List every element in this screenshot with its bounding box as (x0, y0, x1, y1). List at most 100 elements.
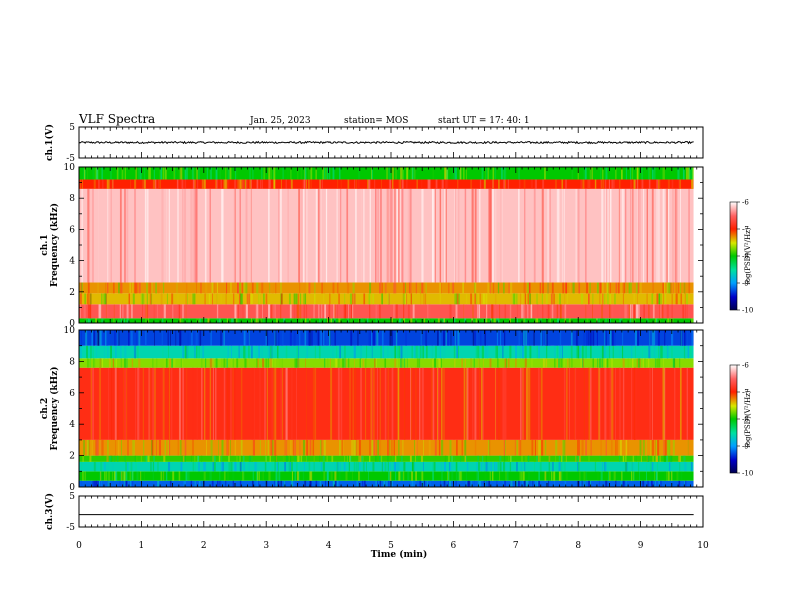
spectrogram-texture (216, 282, 218, 294)
spectrogram-texture (93, 461, 95, 472)
spectrogram-texture (228, 455, 230, 462)
spectrogram-texture (188, 471, 190, 481)
spectrogram-texture (366, 461, 367, 472)
spectrogram-texture (631, 304, 634, 319)
spectrogram-texture (394, 455, 397, 462)
spectrogram-texture (598, 480, 600, 487)
spectrogram-texture (336, 345, 338, 359)
spectrogram-texture (166, 188, 168, 283)
spectrogram-texture (100, 304, 102, 319)
spectrogram-texture (157, 304, 158, 319)
spectrogram-texture (371, 167, 372, 180)
spectrogram-texture (544, 471, 547, 481)
spectrogram-texture (509, 461, 512, 472)
spectrogram-texture (494, 293, 497, 305)
spectrogram-texture (219, 471, 221, 481)
spectrogram-texture (97, 188, 100, 283)
spectrogram-texture (89, 188, 92, 283)
spectrogram-texture (154, 367, 156, 440)
spectrogram-texture (184, 439, 187, 456)
spectrogram-texture (372, 330, 375, 346)
spectrogram-texture (294, 439, 297, 456)
spectrogram-texture (540, 330, 543, 346)
spectrogram-texture (405, 330, 407, 346)
spectrogram-texture (135, 179, 137, 189)
spectrogram-texture (524, 318, 525, 323)
spectrogram-texture (667, 179, 670, 189)
spectrogram-texture (258, 345, 261, 359)
spectrogram-texture (448, 480, 449, 487)
spectrogram-texture (249, 167, 251, 180)
spectrogram-texture (153, 304, 156, 319)
spectrogram-texture (294, 455, 296, 462)
spectrogram-texture (203, 179, 206, 189)
spectrogram-texture (250, 188, 252, 283)
spectrogram-texture (504, 330, 506, 346)
spectrogram-texture (285, 345, 288, 359)
spectrogram-texture (293, 304, 296, 319)
spectrogram-texture (232, 367, 234, 440)
spectrogram-texture (236, 358, 239, 368)
colorbar-tick-label: -7 (742, 226, 749, 234)
spectrogram-texture (544, 439, 547, 456)
spectrogram-texture (406, 167, 409, 180)
spectrogram-texture (320, 330, 323, 346)
spectrogram-texture (282, 367, 284, 440)
spectrogram-texture (306, 455, 308, 462)
spectrogram-texture (259, 367, 261, 440)
spectrogram-texture (156, 439, 157, 456)
spectrogram-texture (537, 304, 539, 319)
spectrogram-texture (192, 367, 194, 440)
spectrogram-texture (605, 480, 608, 487)
spectrogram-texture (457, 345, 459, 359)
spectrogram-texture (537, 455, 540, 462)
spectrogram-texture (329, 167, 331, 180)
spectrogram-texture (400, 188, 402, 283)
spectrogram-texture (134, 455, 136, 462)
spectrogram-texture (647, 480, 649, 487)
x-tick-label: 8 (575, 541, 581, 551)
spectrogram-texture (659, 358, 661, 368)
spectrogram-texture (619, 318, 621, 323)
spectrogram-texture (84, 471, 86, 481)
spectrogram-texture (466, 367, 469, 440)
spectrogram-texture (105, 330, 107, 346)
spectrogram-texture (363, 188, 365, 283)
spectrogram-texture (504, 367, 507, 440)
spectrogram-texture (482, 358, 484, 368)
spectrogram-texture (336, 188, 338, 283)
spectrogram-texture (628, 282, 631, 294)
spectrogram-texture (191, 455, 192, 462)
spectrogram-texture (609, 188, 612, 283)
spectrogram-texture (398, 345, 400, 359)
spectrogram-texture (110, 167, 112, 180)
spectrogram-texture (354, 480, 356, 487)
spectrogram-texture (597, 471, 600, 481)
spectrogram-texture (535, 480, 537, 487)
spectrogram-texture (534, 455, 537, 462)
spectrogram-texture (332, 167, 335, 180)
spectrogram-texture (629, 167, 631, 180)
spectrogram-texture (146, 282, 148, 294)
spectrogram-texture (144, 330, 147, 346)
spectrogram-texture (290, 461, 293, 472)
spectrogram-texture (377, 455, 379, 462)
spectrogram-texture (692, 167, 695, 180)
spectrogram-texture (477, 345, 480, 359)
spectrogram-texture (332, 330, 335, 346)
spectrogram-texture (296, 471, 298, 481)
spectrogram-texture (126, 304, 128, 319)
spectrogram-texture (242, 455, 245, 462)
spectrogram-texture (354, 179, 355, 189)
spectrogram-texture (150, 293, 152, 305)
spectrogram-texture (380, 455, 383, 462)
spectrogram-texture (132, 480, 135, 487)
spectrogram-texture (391, 330, 393, 346)
spectrogram-texture (325, 480, 327, 487)
spectrogram-texture (90, 480, 92, 487)
spectrogram-texture (289, 304, 292, 319)
spectrogram-texture (664, 282, 666, 294)
spectrogram-texture (319, 179, 321, 189)
spectrogram-texture (683, 480, 685, 487)
spectrogram-texture (345, 358, 347, 368)
